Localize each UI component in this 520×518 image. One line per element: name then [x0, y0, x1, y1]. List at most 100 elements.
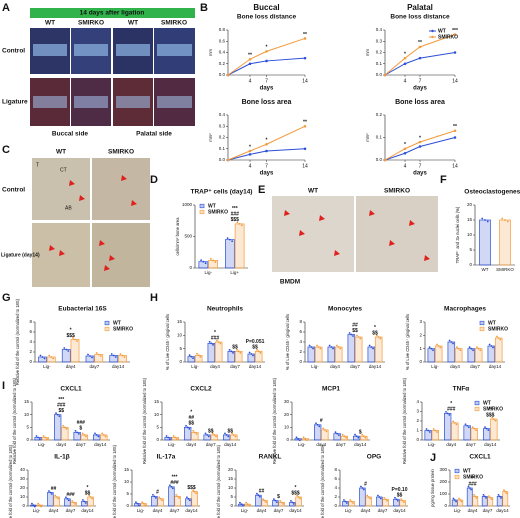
- dot: [97, 353, 100, 356]
- dot: [359, 337, 362, 340]
- dot: [492, 346, 494, 349]
- dot: [337, 346, 340, 348]
- dot: [161, 499, 163, 502]
- dot: [436, 343, 438, 346]
- legend-label: WT: [438, 28, 446, 34]
- dot: [446, 412, 449, 415]
- panel-letter: B: [200, 2, 208, 14]
- chart-title: IL-1β: [54, 454, 70, 461]
- dot: [315, 422, 317, 425]
- dot: [56, 413, 59, 416]
- dot: [91, 497, 93, 500]
- dot: [94, 432, 96, 435]
- y-axis-label: % of Live CD45⁺ gingival cells: [165, 314, 170, 370]
- annotation: ##: [352, 322, 358, 328]
- chart-header: Buccal: [253, 3, 279, 12]
- dot: [474, 495, 477, 498]
- dot: [395, 498, 398, 501]
- dot: [188, 427, 191, 430]
- col-label: WT: [308, 188, 318, 195]
- dot: [302, 436, 305, 439]
- dot: [33, 505, 36, 508]
- dot: [366, 494, 369, 497]
- line: [384, 137, 456, 161]
- annotation: **: [248, 53, 252, 59]
- legend-swatch: [479, 320, 485, 326]
- panel-letter: C: [2, 144, 10, 156]
- y-tick-label: 0.1: [219, 146, 226, 151]
- dot: [176, 495, 179, 498]
- col-label: SMIRKO: [78, 20, 104, 27]
- dot: [306, 439, 308, 442]
- annotation: #: [156, 490, 159, 496]
- dot: [84, 502, 87, 504]
- annotation: **: [303, 120, 307, 126]
- dot: [341, 433, 344, 436]
- dot: [97, 435, 100, 438]
- annotation: $$: [208, 428, 214, 434]
- bar: [314, 424, 322, 441]
- y-tick-label: 2: [416, 418, 419, 423]
- dot: [136, 502, 139, 505]
- dot: [259, 351, 262, 354]
- dot: [439, 346, 442, 349]
- x-tick-label: day7: [89, 364, 99, 369]
- y-tick-label: 5: [126, 491, 129, 496]
- y-axis-label: Relative fold of the control (normalized…: [142, 377, 147, 464]
- dot: [482, 494, 485, 496]
- dot: [291, 501, 294, 504]
- annotation: ###: [468, 481, 477, 487]
- y-tick-label: 2: [334, 494, 337, 499]
- x-tick-label: day14: [496, 508, 509, 513]
- y-tick-label: 15: [24, 399, 30, 404]
- dot: [275, 501, 278, 503]
- dot: [87, 353, 89, 356]
- dot: [72, 337, 74, 339]
- y-tick-label: 10: [467, 232, 473, 237]
- x-tick-label: day4: [330, 364, 340, 369]
- annotation: *: [374, 325, 376, 331]
- annotation: ###: [211, 335, 220, 341]
- dot: [209, 258, 212, 260]
- dot: [95, 434, 98, 436]
- x-tick-label: day7: [274, 508, 284, 513]
- annotation: **: [418, 40, 422, 46]
- dot: [167, 436, 170, 439]
- point: [265, 59, 268, 63]
- x-tick-label: day4: [450, 364, 460, 369]
- dot: [159, 497, 162, 500]
- x-tick-label: 14: [452, 163, 458, 169]
- annotation: *: [70, 327, 72, 333]
- dot: [488, 495, 490, 497]
- legend-swatch: [479, 326, 485, 332]
- bar: [314, 346, 323, 363]
- dot: [337, 434, 340, 437]
- dot: [234, 435, 237, 438]
- row-label: Ligature (day14): [1, 252, 40, 258]
- dot: [349, 499, 352, 501]
- dot: [74, 430, 77, 432]
- dot: [55, 496, 58, 498]
- dot: [171, 487, 174, 490]
- y-axis-label: Relative fold of the control (normalized…: [320, 444, 325, 518]
- dot: [153, 495, 156, 498]
- dot: [362, 435, 365, 438]
- dot: [357, 436, 360, 439]
- dot: [199, 355, 202, 358]
- col-label: WT: [128, 20, 138, 27]
- dot: [202, 260, 205, 263]
- line: [384, 34, 456, 76]
- chart-title: Monocytes: [328, 306, 362, 313]
- dot: [436, 431, 438, 433]
- annotation: ##: [259, 489, 265, 495]
- dot: [361, 487, 364, 489]
- dot: [318, 425, 321, 428]
- dot: [74, 503, 76, 505]
- dot: [42, 435, 45, 437]
- bar: [234, 223, 245, 269]
- dot: [102, 434, 105, 436]
- photo-grid-c: [32, 158, 150, 287]
- annotation: ###: [447, 407, 456, 413]
- dot: [63, 426, 66, 429]
- dot: [304, 437, 307, 440]
